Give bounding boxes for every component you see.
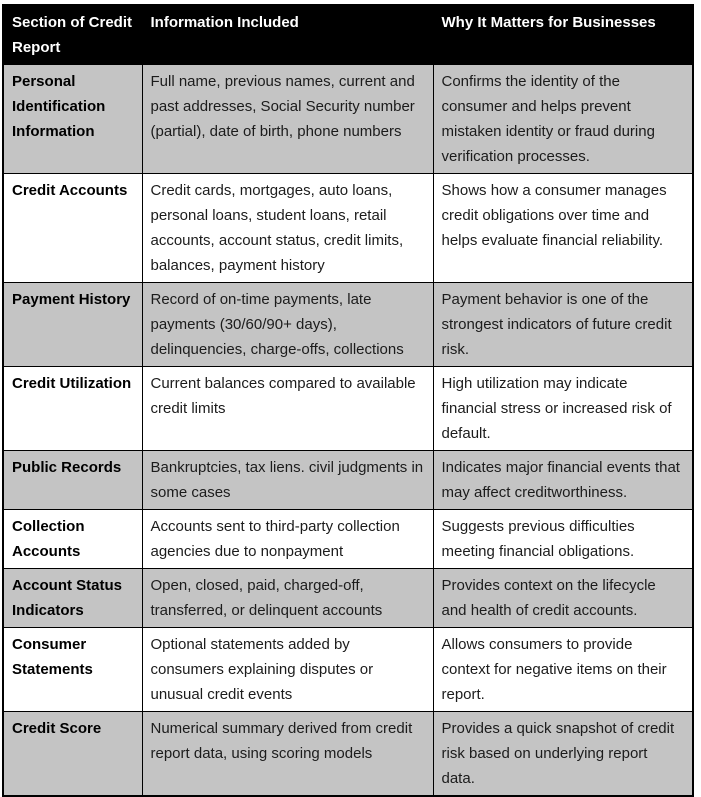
header-row: Section of Credit Report Information Inc…	[2, 4, 694, 65]
section-cell: Account Status Indicators	[2, 568, 143, 628]
table-header: Section of Credit Report Information Inc…	[2, 4, 694, 65]
credit-report-table: Section of Credit Report Information Inc…	[2, 4, 694, 797]
section-cell: Consumer Statements	[2, 627, 143, 712]
table-row: Credit Accounts Credit cards, mortgages,…	[2, 173, 694, 283]
why-it-matters-cell: Provides a quick snapshot of credit risk…	[432, 711, 694, 797]
table-row: Account Status Indicators Open, closed, …	[2, 568, 694, 628]
information-included-cell: Open, closed, paid, charged-off, transfe…	[141, 568, 434, 628]
table-row: Credit Score Numerical summary derived f…	[2, 711, 694, 797]
information-included-cell: Bankruptcies, tax liens. civil judgments…	[141, 450, 434, 510]
table-row: Collection Accounts Accounts sent to thi…	[2, 509, 694, 569]
header-information-included: Information Included	[141, 4, 434, 65]
table-row: Payment History Record of on-time paymen…	[2, 282, 694, 367]
document-page: Section of Credit Report Information Inc…	[2, 4, 694, 797]
information-included-cell: Record of on-time payments, late payment…	[141, 282, 434, 367]
why-it-matters-cell: Suggests previous difficulties meeting f…	[432, 509, 694, 569]
information-included-cell: Full name, previous names, current and p…	[141, 64, 434, 174]
information-included-cell: Accounts sent to third-party collection …	[141, 509, 434, 569]
section-cell: Collection Accounts	[2, 509, 143, 569]
table-row: Consumer Statements Optional statements …	[2, 627, 694, 712]
information-included-cell: Optional statements added by consumers e…	[141, 627, 434, 712]
section-cell: Credit Accounts	[2, 173, 143, 283]
section-cell: Payment History	[2, 282, 143, 367]
section-cell: Public Records	[2, 450, 143, 510]
table-body: Personal Identification Information Full…	[2, 64, 694, 797]
why-it-matters-cell: Confirms the identity of the consumer an…	[432, 64, 694, 174]
table-row: Public Records Bankruptcies, tax liens. …	[2, 450, 694, 510]
header-why-it-matters: Why It Matters for Businesses	[432, 4, 694, 65]
information-included-cell: Current balances compared to available c…	[141, 366, 434, 451]
why-it-matters-cell: Payment behavior is one of the strongest…	[432, 282, 694, 367]
why-it-matters-cell: Allows consumers to provide context for …	[432, 627, 694, 712]
why-it-matters-cell: High utilization may indicate financial …	[432, 366, 694, 451]
information-included-cell: Credit cards, mortgages, auto loans, per…	[141, 173, 434, 283]
section-cell: Personal Identification Information	[2, 64, 143, 174]
why-it-matters-cell: Provides context on the lifecycle and he…	[432, 568, 694, 628]
table-row: Personal Identification Information Full…	[2, 64, 694, 174]
information-included-cell: Numerical summary derived from credit re…	[141, 711, 434, 797]
section-cell: Credit Score	[2, 711, 143, 797]
why-it-matters-cell: Indicates major financial events that ma…	[432, 450, 694, 510]
why-it-matters-cell: Shows how a consumer manages credit obli…	[432, 173, 694, 283]
table-row: Credit Utilization Current balances comp…	[2, 366, 694, 451]
header-section-of-credit-report: Section of Credit Report	[2, 4, 143, 65]
section-cell: Credit Utilization	[2, 366, 143, 451]
